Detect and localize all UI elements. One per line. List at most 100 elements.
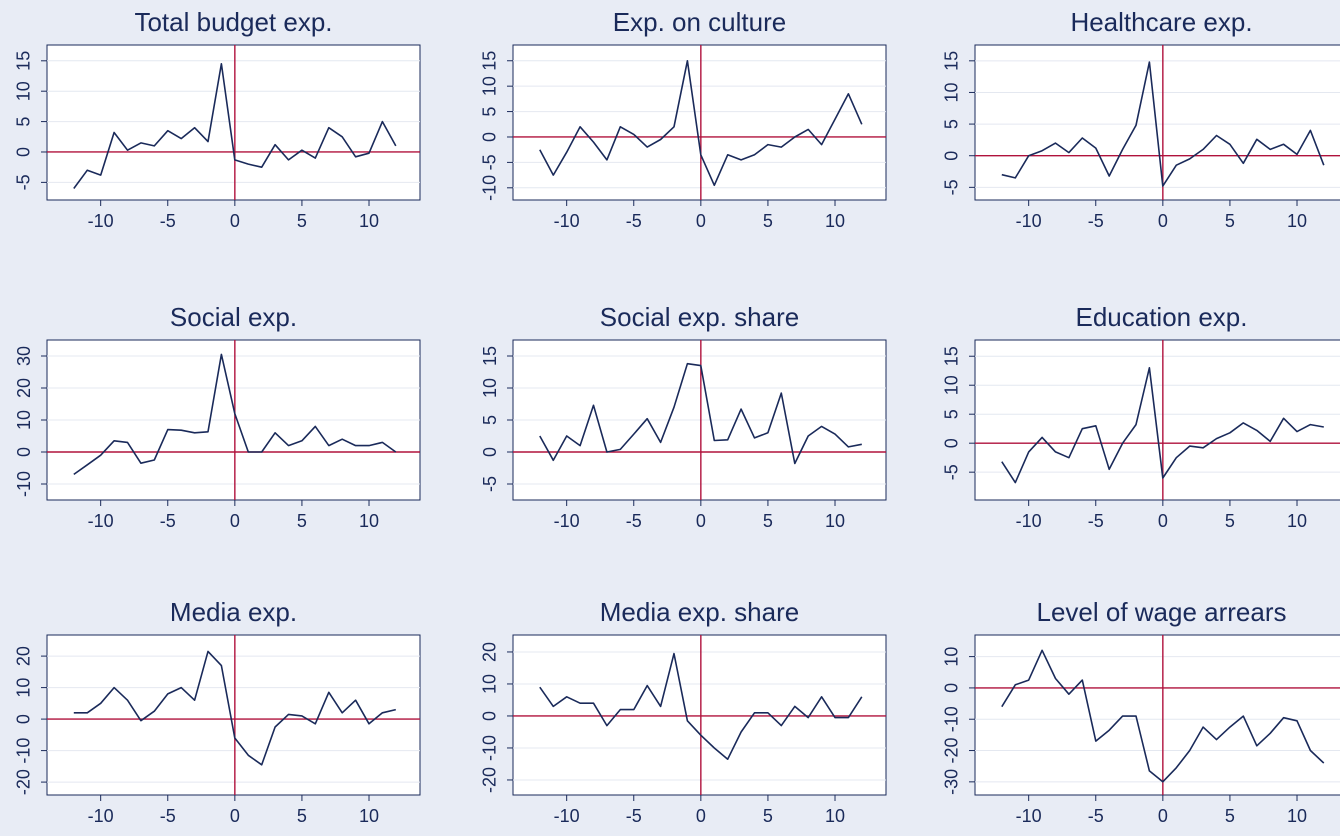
panel: Media exp. -20 -10 0 10 20 -10 -5 0 5 10 (14, 597, 421, 826)
y-tick-label: -5 (14, 174, 34, 190)
y-tick-label: 10 (480, 378, 500, 398)
y-tick-label: -20 (14, 769, 34, 795)
x-tick-label: 0 (1158, 511, 1168, 531)
y-tick-label: 20 (480, 642, 500, 662)
panel: Social exp. -10 0 10 20 30 -10 -5 0 5 10 (14, 302, 421, 531)
x-tick-label: 10 (359, 211, 379, 231)
x-tick-label: -5 (626, 806, 642, 826)
data-line (539, 362, 862, 465)
panel-title: Healthcare exp. (1070, 7, 1252, 37)
x-tick-label: 10 (1287, 511, 1307, 531)
x-tick-label: -10 (88, 211, 114, 231)
y-tick-label: -5 (942, 179, 962, 195)
y-tick-label: -10 (942, 706, 962, 732)
y-tick-label: -10 (14, 471, 34, 497)
x-tick-label: 5 (297, 806, 307, 826)
x-tick-label: 10 (825, 806, 845, 826)
y-tick-label: 15 (480, 51, 500, 71)
x-tick-label: 10 (1287, 211, 1307, 231)
y-tick-label: 5 (942, 409, 962, 419)
x-tick-label: -5 (160, 806, 176, 826)
x-tick-label: -5 (1088, 806, 1104, 826)
panel-title: Level of wage arrears (1036, 597, 1286, 627)
x-tick-label: 0 (696, 806, 706, 826)
y-tick-label: 0 (14, 147, 34, 157)
x-tick-label: 5 (1225, 806, 1235, 826)
x-tick-label: -10 (88, 806, 114, 826)
panel-title: Social exp. share (600, 302, 799, 332)
panel-title: Total budget exp. (134, 7, 332, 37)
x-tick-label: 0 (1158, 806, 1168, 826)
panel: Education exp. -5 0 5 10 15 -10 -5 0 5 10 (942, 302, 1340, 531)
y-tick-label: 10 (14, 678, 34, 698)
y-tick-label: 0 (14, 714, 34, 724)
panel-title: Exp. on culture (613, 7, 786, 37)
x-tick-label: 0 (230, 806, 240, 826)
panel: Healthcare exp. -5 0 5 10 15 -10 -5 0 5 10 (942, 7, 1340, 231)
y-tick-label: -10 (14, 738, 34, 764)
x-tick-label: -10 (1016, 511, 1042, 531)
panel: Media exp. share -20 -10 0 10 20 -10 -5 0 5 10 (480, 597, 887, 826)
y-tick-label: 15 (942, 51, 962, 71)
data-line (73, 353, 397, 476)
plot-area (974, 634, 1340, 796)
y-tick-label: 20 (14, 378, 34, 398)
plot-area (46, 634, 421, 796)
x-tick-label: 5 (763, 806, 773, 826)
data-line (1001, 367, 1324, 484)
data-line (73, 63, 397, 189)
y-tick-label: 15 (942, 346, 962, 366)
plot-area (974, 44, 1340, 201)
y-tick-label: -5 (942, 464, 962, 480)
y-tick-label: 15 (14, 51, 34, 71)
y-tick-label: -30 (942, 769, 962, 795)
panel: Exp. on culture -10 -5 0 5 10 15 -10 -5 0 5 10 (480, 7, 887, 231)
x-tick-label: 0 (230, 211, 240, 231)
x-tick-label: -10 (1016, 211, 1042, 231)
y-tick-label: 10 (942, 375, 962, 395)
y-tick-label: 10 (942, 82, 962, 102)
y-tick-label: -10 (480, 175, 500, 201)
y-tick-label: 0 (480, 132, 500, 142)
x-tick-label: 5 (1225, 211, 1235, 231)
x-tick-label: -5 (1088, 511, 1104, 531)
y-tick-label: 0 (942, 151, 962, 161)
x-tick-label: 5 (763, 211, 773, 231)
x-tick-label: -5 (160, 511, 176, 531)
y-tick-label: 0 (480, 711, 500, 721)
x-tick-label: 10 (359, 806, 379, 826)
x-tick-label: 10 (359, 511, 379, 531)
panel-title: Social exp. (170, 302, 297, 332)
panel-title: Media exp. (170, 597, 297, 627)
x-tick-label: 10 (825, 211, 845, 231)
data-line (539, 652, 863, 760)
x-tick-label: -5 (626, 211, 642, 231)
y-tick-label: 10 (14, 81, 34, 101)
y-tick-label: -5 (480, 154, 500, 170)
x-tick-label: -5 (1088, 211, 1104, 231)
x-tick-label: -10 (554, 511, 580, 531)
data-line (1001, 61, 1325, 187)
y-tick-label: -10 (480, 735, 500, 761)
y-tick-label: -5 (480, 476, 500, 492)
y-tick-label: 5 (480, 415, 500, 425)
x-tick-label: 0 (1158, 211, 1168, 231)
x-tick-label: -5 (626, 511, 642, 531)
x-tick-label: 5 (297, 511, 307, 531)
x-tick-label: 10 (825, 511, 845, 531)
data-line (73, 650, 396, 766)
x-tick-label: -10 (1016, 806, 1042, 826)
y-tick-label: 10 (942, 647, 962, 667)
x-tick-label: -10 (554, 211, 580, 231)
y-tick-label: 5 (14, 117, 34, 127)
x-tick-label: 0 (230, 511, 240, 531)
panel-title: Media exp. share (600, 597, 799, 627)
y-tick-label: 10 (480, 76, 500, 96)
x-tick-label: -5 (160, 211, 176, 231)
y-tick-label: 0 (14, 447, 34, 457)
plot-area (512, 634, 887, 796)
x-tick-label: 5 (763, 511, 773, 531)
panel: Social exp. share -5 0 5 10 15 -10 -5 0 5 10 (480, 302, 887, 531)
x-tick-label: -10 (88, 511, 114, 531)
